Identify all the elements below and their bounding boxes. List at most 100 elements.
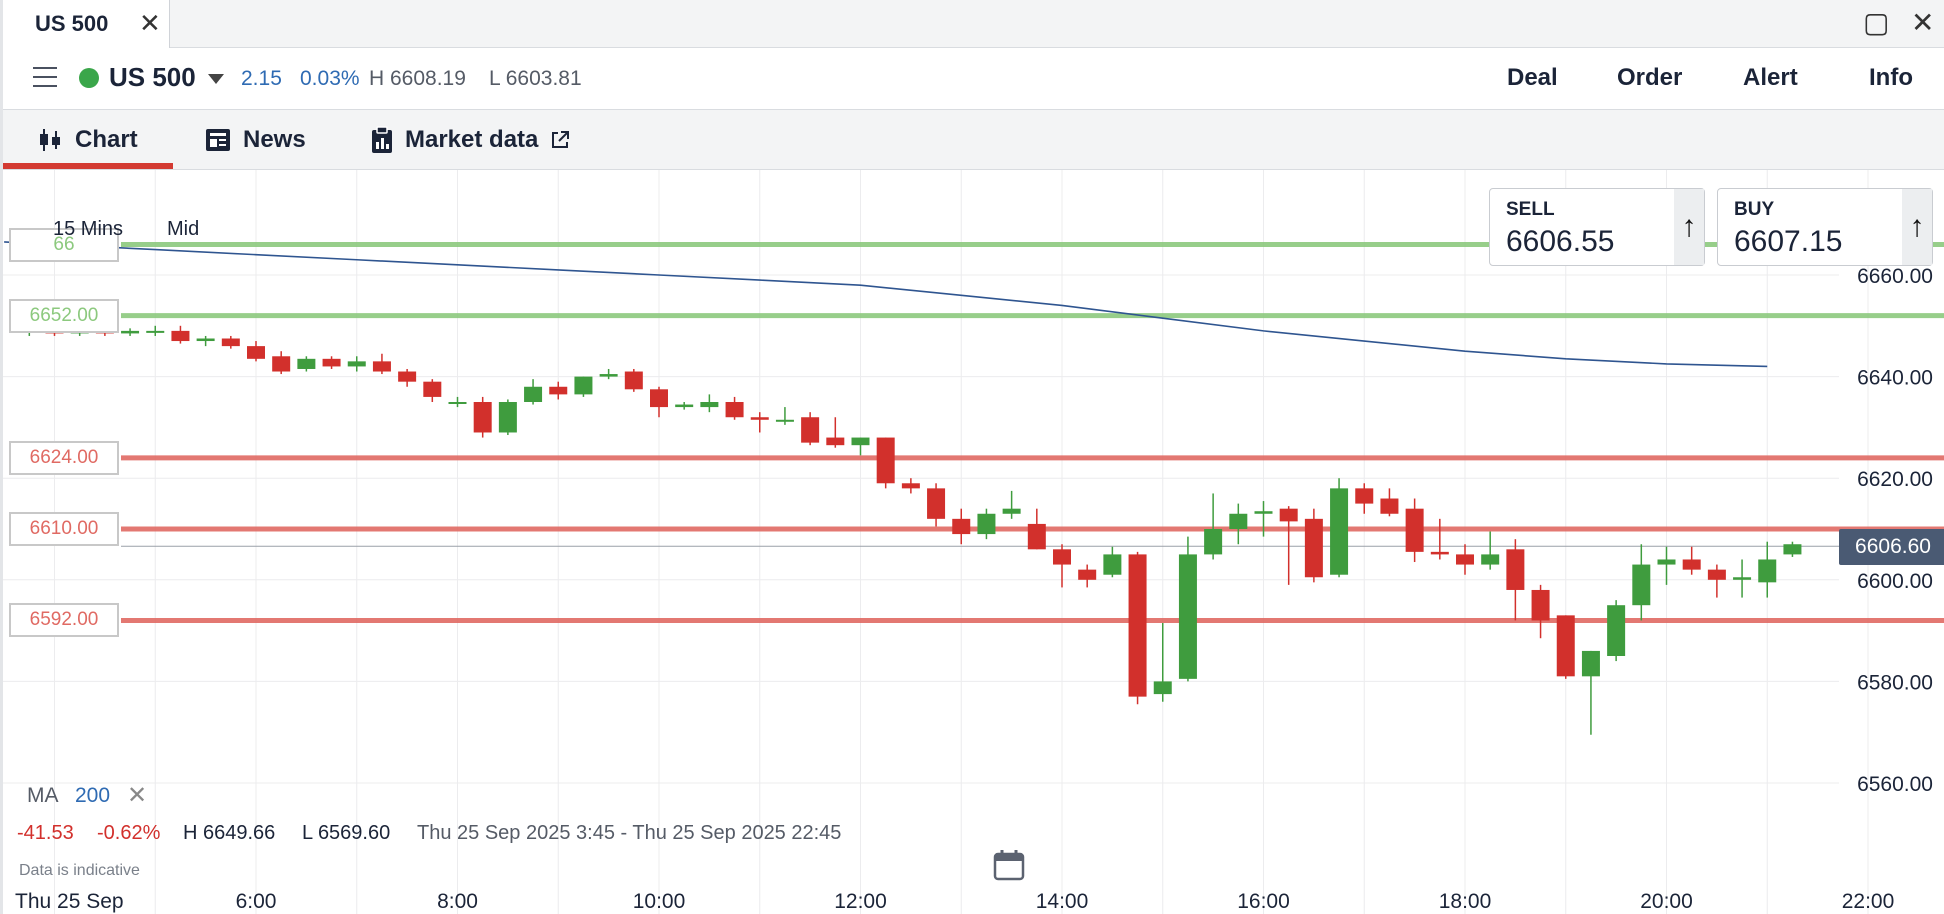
level-label[interactable]: 6592.00 — [9, 603, 119, 638]
close-window-icon[interactable]: ✕ — [1911, 7, 1935, 38]
order-button[interactable]: Order — [1617, 64, 1683, 91]
candle-body — [826, 437, 845, 446]
chevron-down-icon[interactable] — [208, 74, 224, 84]
y-axis-label: 6660.00 — [1857, 265, 1933, 288]
candle-body — [1380, 498, 1399, 514]
sell-price: 6606.55 — [1506, 225, 1615, 258]
calendar-icon[interactable] — [993, 849, 1025, 881]
window-tab[interactable]: US 500 ✕ — [3, 0, 170, 48]
candle — [448, 396, 467, 408]
candle — [473, 396, 492, 438]
candle-body — [146, 330, 165, 333]
candle-body — [196, 338, 215, 342]
candle-body — [473, 402, 492, 433]
alert-button[interactable]: Alert — [1743, 64, 1798, 91]
level-label[interactable]: 6624.00 — [9, 440, 119, 475]
candle — [750, 412, 769, 433]
remove-indicator-icon[interactable]: ✕ — [127, 782, 148, 809]
candle — [1053, 544, 1071, 588]
x-axis-label: 6:00 — [236, 890, 277, 913]
candle — [901, 478, 920, 494]
close-icon[interactable]: ✕ — [139, 8, 161, 38]
candle — [171, 325, 190, 344]
tab-market-data-label: Market data — [405, 126, 539, 153]
candle-body — [725, 402, 744, 418]
candle — [1783, 541, 1802, 557]
arrow-up-icon: ↑ — [1674, 189, 1704, 265]
candle-body — [1506, 549, 1525, 590]
candle-body — [1581, 650, 1600, 677]
level-label[interactable]: 66 — [9, 227, 119, 262]
date-range: Thu 25 Sep 2025 3:45 - Thu 25 Sep 2025 2… — [417, 822, 842, 844]
range-change: -41.53 — [17, 822, 74, 844]
y-axis-label: 6600.00 — [1857, 570, 1933, 593]
instrument-symbol[interactable]: US 500 — [109, 62, 196, 92]
candle-body — [801, 417, 820, 443]
candle-body — [1607, 605, 1626, 656]
candle — [1506, 539, 1525, 621]
candle — [121, 328, 140, 336]
tab-news-label: News — [243, 126, 306, 153]
candle-body — [1430, 551, 1449, 555]
candle-body — [448, 402, 467, 404]
tab-news[interactable]: News — [205, 124, 306, 156]
candle — [1456, 544, 1474, 575]
sell-ticket[interactable]: SELL 6606.55 ↑ — [1489, 188, 1705, 266]
candle-body — [1103, 554, 1122, 575]
daily-change: 2.15 — [241, 67, 282, 90]
candle-body — [700, 402, 719, 408]
candle — [574, 376, 593, 397]
level-label[interactable]: 6652.00 — [9, 298, 119, 333]
level-label[interactable]: 6610.00 — [9, 512, 119, 546]
indicator-period[interactable]: 200 — [75, 784, 111, 807]
price-chart[interactable]: 6560.00 6580.00 6600.00 6620.00 6640.00 6660.… — [3, 170, 1944, 914]
current-price-tag: 6606.60 — [1839, 529, 1944, 565]
instrument-header: US 500 2.15 0.03% H 6608.19 L 6603.81 De… — [3, 48, 1944, 110]
candle-body — [1254, 511, 1273, 514]
x-axis-label: 14:00 — [1036, 890, 1089, 913]
info-button[interactable]: Info — [1869, 64, 1913, 91]
candle-body — [977, 513, 996, 535]
candlestick-icon — [40, 129, 60, 151]
price-type-selector[interactable]: Mid — [167, 218, 200, 240]
candle — [423, 379, 442, 402]
hamburger-menu-icon[interactable] — [33, 67, 57, 87]
candle — [1380, 488, 1399, 517]
candle-body — [1053, 549, 1071, 565]
candle-body — [1128, 554, 1147, 697]
candle — [1758, 541, 1777, 598]
tab-chart[interactable]: Chart — [39, 124, 138, 156]
candle-body — [247, 346, 265, 359]
candle — [1027, 508, 1046, 550]
candle — [297, 356, 316, 372]
candle — [1078, 564, 1097, 588]
tab-chart-label: Chart — [75, 126, 138, 153]
arrow-up-icon: ↑ — [1902, 189, 1932, 265]
candle-body — [524, 386, 543, 402]
candle — [1531, 584, 1550, 639]
buy-ticket[interactable]: BUY 6607.15 ↑ — [1717, 188, 1933, 266]
window-tab-title: US 500 — [35, 11, 109, 36]
candle — [1405, 498, 1424, 563]
maximize-icon[interactable]: ▢ — [1863, 7, 1890, 38]
deal-button[interactable]: Deal — [1507, 64, 1558, 91]
candle — [851, 437, 870, 456]
timeframe-selector[interactable]: 15 Mins — [53, 218, 124, 240]
sell-label: SELL — [1506, 199, 1555, 220]
candle — [927, 483, 946, 527]
market-status-dot — [79, 68, 99, 88]
range-change-percent: -0.62% — [97, 822, 161, 844]
tab-market-data[interactable]: Market data — [371, 124, 570, 156]
candle-body — [775, 419, 794, 422]
candle-body — [121, 330, 140, 334]
candle — [1153, 622, 1172, 702]
candle — [1355, 483, 1374, 514]
candle-body — [1531, 589, 1550, 621]
candle-body — [322, 358, 341, 367]
candle — [1204, 493, 1223, 560]
candle — [1556, 615, 1575, 679]
candle — [1178, 536, 1197, 682]
candle — [221, 335, 240, 349]
window-tab-strip: US 500 ✕ ▢ ✕ — [3, 0, 1944, 48]
candle-body — [1229, 513, 1248, 529]
